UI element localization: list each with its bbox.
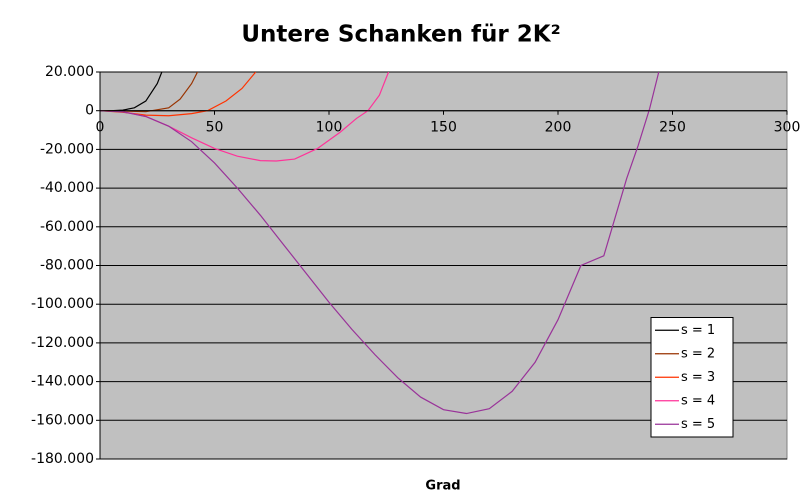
legend: s = 1 s = 2 s = 3 s = 4 s = 5 (650, 317, 734, 438)
x-tick-label: 50 (206, 120, 224, 136)
x-tick-label: 250 (659, 120, 686, 136)
x-axis-label: Grad (425, 479, 460, 494)
series-line (100, 72, 660, 415)
x-tick-label: 150 (430, 120, 457, 136)
legend-label: s = 4 (681, 393, 715, 408)
y-tick-label: -160.000 (31, 412, 94, 428)
axes: 20.0000-20.000-40.000-60.000-80.000-100.… (31, 64, 800, 467)
y-tick-label: -60.000 (40, 219, 94, 235)
legend-label: s = 5 (681, 417, 715, 432)
legend-label: s = 3 (681, 370, 715, 385)
y-tick-label: 20.000 (45, 64, 94, 80)
y-tick-label: 0 (85, 103, 94, 119)
chart-title: Untere Schanken für 2K² (241, 22, 560, 48)
x-tick-label: 100 (316, 120, 343, 136)
y-tick-label: -180.000 (31, 451, 94, 467)
legend-label: s = 2 (681, 346, 715, 361)
x-tick-label: 0 (96, 120, 105, 136)
y-tick-label: -40.000 (40, 180, 94, 196)
y-tick-label: -100.000 (31, 296, 94, 312)
y-tick-label: -120.000 (31, 335, 94, 351)
x-tick-label: 200 (545, 120, 572, 136)
y-tick-label: -140.000 (31, 374, 94, 390)
x-tick-label: 300 (774, 120, 801, 136)
legend-label: s = 1 (681, 323, 715, 338)
y-tick-label: -80.000 (40, 258, 94, 274)
y-tick-label: -20.000 (40, 141, 94, 157)
